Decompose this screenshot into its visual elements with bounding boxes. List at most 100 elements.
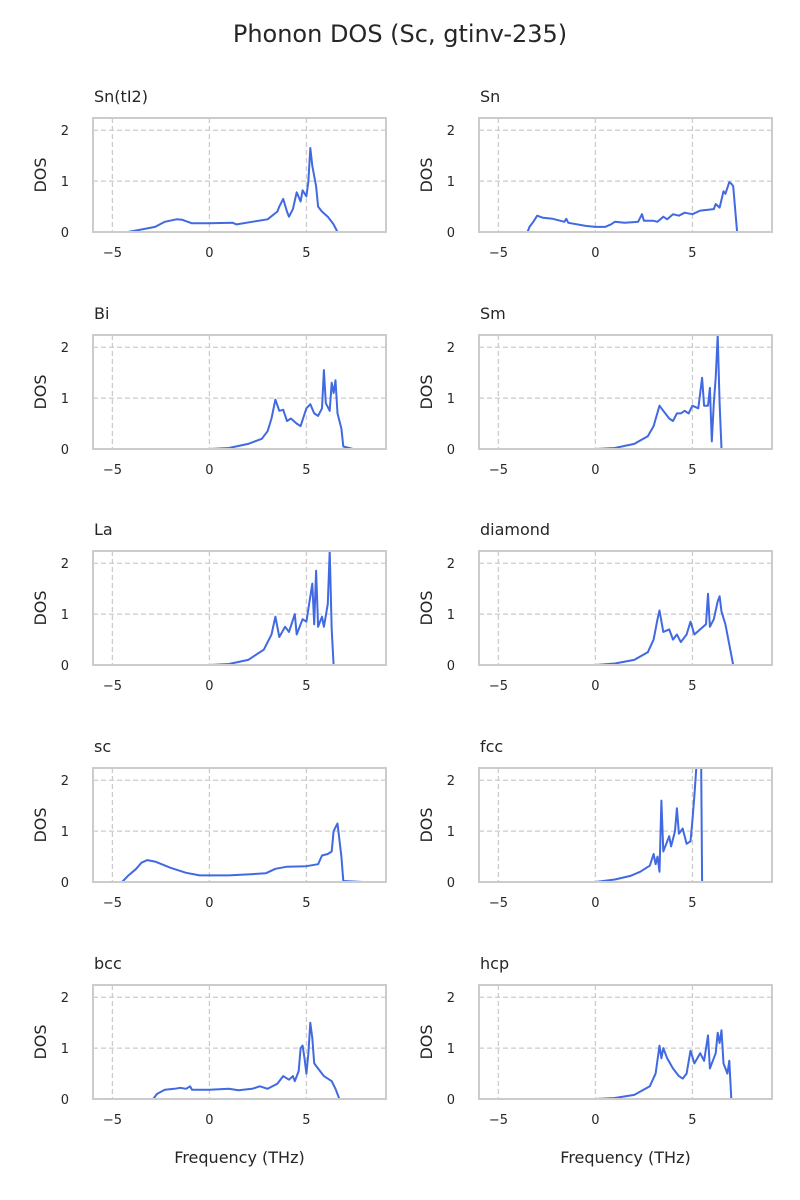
subplot-sn: −5 0 5 0 1 2 Sn DOS: [417, 87, 773, 261]
y-axis-label: DOS: [31, 374, 50, 409]
subplot-title: fcc: [480, 737, 503, 756]
y-tick-label: 0: [61, 443, 69, 458]
y-axis-label: DOS: [417, 590, 436, 625]
y-tick-label: 2: [447, 774, 455, 789]
y-tick-label: 0: [447, 226, 455, 241]
dos-line: [526, 181, 747, 233]
dos-line: [209, 369, 354, 450]
y-tick-label: 1: [61, 608, 69, 623]
x-tick-label: −5: [489, 896, 508, 911]
y-tick-label: 2: [61, 124, 69, 139]
x-tick-label: 5: [688, 896, 696, 911]
x-tick-label: 5: [688, 463, 696, 478]
dos-line: [127, 147, 357, 233]
x-tick-label: 0: [205, 463, 213, 478]
x-tick-label: 0: [205, 1113, 213, 1128]
y-axis-label: DOS: [417, 157, 436, 192]
y-axis-label: DOS: [31, 1024, 50, 1059]
y-tick-label: 2: [61, 991, 69, 1006]
subplot-bi: −5 0 5 0 1 2 Bi DOS: [31, 304, 387, 478]
x-tick-label: −5: [489, 463, 508, 478]
axes-frame: [478, 117, 773, 233]
y-axis-label: DOS: [417, 1024, 436, 1059]
y-axis-label: DOS: [31, 157, 50, 192]
subplot-title: sc: [94, 737, 111, 756]
y-tick-label: 0: [61, 1093, 69, 1108]
x-tick-label: −5: [103, 679, 122, 694]
y-tick-label: 1: [61, 392, 69, 407]
axes-frame: [478, 984, 773, 1100]
y-tick-label: 0: [447, 659, 455, 674]
axes-frame: [92, 334, 387, 450]
y-tick-label: 2: [447, 124, 455, 139]
x-tick-label: 0: [591, 463, 599, 478]
subplot-bcc: −5 0 5 0 1 2 bcc DOS Frequency (THz): [31, 954, 387, 1167]
x-tick-label: 5: [302, 246, 310, 261]
figure-title: Phonon DOS (Sc, gtinv-235): [232, 20, 568, 48]
x-tick-label: −5: [103, 1113, 122, 1128]
y-tick-label: 1: [61, 825, 69, 840]
subplot-title: Bi: [94, 304, 109, 323]
y-tick-label: 0: [447, 1093, 455, 1108]
subplot-title: Sm: [480, 304, 506, 323]
y-tick-label: 2: [447, 557, 455, 572]
axes-frame: [478, 550, 773, 666]
dos-line: [104, 822, 363, 883]
x-axis-label: Frequency (THz): [560, 1148, 690, 1167]
subplot-title: hcp: [480, 954, 509, 973]
x-tick-label: 5: [302, 1113, 310, 1128]
y-tick-label: 1: [447, 175, 455, 190]
y-tick-label: 0: [447, 443, 455, 458]
x-tick-label: 0: [591, 1113, 599, 1128]
y-tick-label: 1: [61, 175, 69, 190]
subplot-title: diamond: [480, 520, 550, 539]
y-axis-label: DOS: [31, 807, 50, 842]
x-tick-label: 5: [688, 1113, 696, 1128]
y-tick-label: 2: [61, 774, 69, 789]
subplot-title: Sn(tI2): [94, 87, 148, 106]
x-tick-label: −5: [489, 679, 508, 694]
dos-line: [209, 550, 346, 666]
x-tick-label: 5: [688, 679, 696, 694]
y-tick-label: 2: [61, 341, 69, 356]
subplot-title: bcc: [94, 954, 122, 973]
y-axis-label: DOS: [31, 590, 50, 625]
x-tick-label: −5: [489, 1113, 508, 1128]
axes-frame: [478, 767, 773, 883]
x-tick-label: −5: [103, 463, 122, 478]
x-tick-label: 0: [205, 246, 213, 261]
axes-frame: [478, 334, 773, 450]
subplot-sc: −5 0 5 0 1 2 sc DOS: [31, 737, 387, 911]
y-axis-label: DOS: [417, 807, 436, 842]
y-tick-label: 0: [61, 659, 69, 674]
subplot-sn-ti2-: −5 0 5 0 1 2 Sn(tI2) DOS: [31, 87, 387, 261]
y-tick-label: 2: [61, 557, 69, 572]
x-tick-label: 5: [688, 246, 696, 261]
axes-frame: [92, 984, 387, 1100]
x-tick-label: 0: [205, 896, 213, 911]
x-tick-label: 0: [591, 679, 599, 694]
x-tick-label: 5: [302, 679, 310, 694]
x-tick-label: 0: [591, 246, 599, 261]
y-tick-label: 0: [447, 876, 455, 891]
y-tick-label: 2: [447, 341, 455, 356]
subplot-title: La: [94, 520, 113, 539]
x-tick-label: −5: [103, 246, 122, 261]
y-axis-label: DOS: [417, 374, 436, 409]
y-tick-label: 2: [447, 991, 455, 1006]
x-tick-label: 5: [302, 463, 310, 478]
axes-frame: [92, 550, 387, 666]
x-tick-label: 5: [302, 896, 310, 911]
subplot-diamond: −5 0 5 0 1 2 diamond DOS: [417, 520, 773, 694]
dos-line: [595, 767, 718, 883]
axes-frame: [92, 767, 387, 883]
y-tick-label: 1: [447, 1042, 455, 1057]
y-tick-label: 1: [447, 825, 455, 840]
y-tick-label: 1: [447, 392, 455, 407]
axes-frame: [92, 117, 387, 233]
subplot-title: Sn: [480, 87, 500, 106]
x-axis-label: Frequency (THz): [174, 1148, 304, 1167]
y-tick-label: 1: [61, 1042, 69, 1057]
subplot-la: −5 0 5 0 1 2 La DOS: [31, 520, 387, 694]
